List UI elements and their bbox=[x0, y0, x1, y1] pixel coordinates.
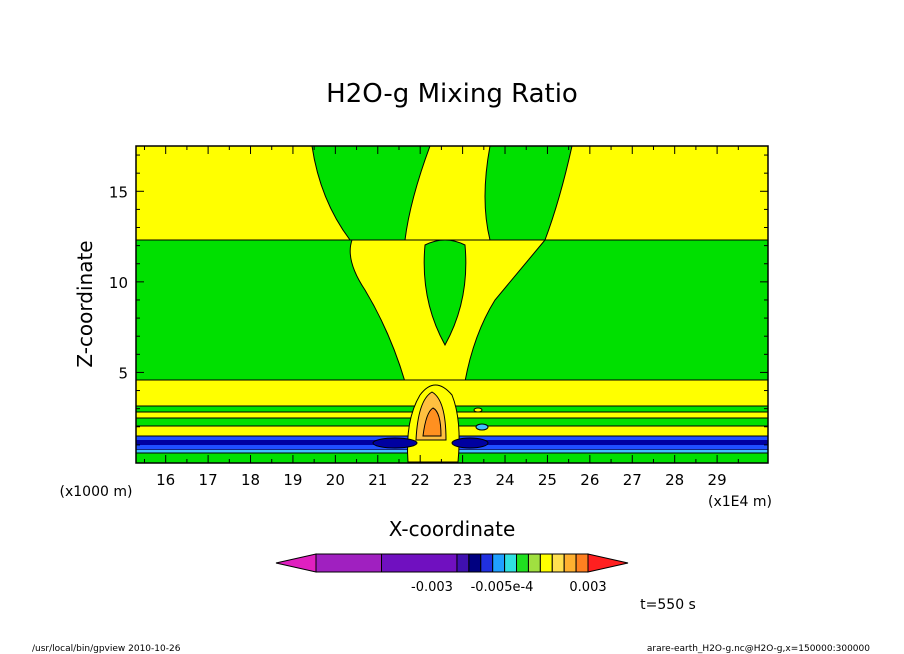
chart-title: H2O-g Mixing Ratio bbox=[326, 79, 578, 109]
x-axis: 16 17 18 19 20 21 22 23 24 25 26 27 28 29 bbox=[143, 146, 739, 489]
colorbar-swatch bbox=[575, 553, 589, 573]
footer-left: /usr/local/bin/gpview 2010-10-26 bbox=[32, 644, 181, 654]
x-tick-label: 26 bbox=[580, 471, 599, 489]
y-axis-label: Z-coordinate bbox=[73, 240, 97, 367]
colorbar-swatch bbox=[563, 553, 577, 573]
footer-right: arare-earth_H2O-g.nc@H2O-g,x=150000:3000… bbox=[647, 644, 870, 654]
x-tick-label: 22 bbox=[411, 471, 430, 489]
x-axis-label: X-coordinate bbox=[389, 517, 516, 541]
upper-yellow-band bbox=[136, 146, 768, 241]
left-blue-blob bbox=[372, 437, 418, 449]
x-tick-label: 23 bbox=[453, 471, 472, 489]
x-tick-label: 24 bbox=[495, 471, 514, 489]
small-yellow-blob bbox=[473, 407, 483, 413]
x-tick-label: 16 bbox=[156, 471, 175, 489]
x-tick-label: 29 bbox=[708, 471, 727, 489]
x-tick-label: 21 bbox=[368, 471, 387, 489]
x-tick-label: 27 bbox=[623, 471, 642, 489]
y-tick-label: 15 bbox=[109, 183, 128, 201]
time-label: t=550 s bbox=[640, 597, 696, 613]
colorbar-swatch bbox=[551, 553, 565, 573]
x-multiplier: (x1E4 m) bbox=[708, 494, 772, 510]
x-tick-label: 20 bbox=[326, 471, 345, 489]
colorbar-label-2: -0.005e-4 bbox=[471, 580, 534, 595]
plume-core bbox=[423, 239, 467, 347]
y-tick-label: 5 bbox=[118, 364, 128, 382]
colorbar-swatch bbox=[539, 553, 553, 573]
colorbar-swatch bbox=[504, 553, 518, 573]
x-tick-label: 28 bbox=[665, 471, 684, 489]
x-tick-label: 19 bbox=[283, 471, 302, 489]
y-axis: 5 10 15 bbox=[109, 154, 768, 446]
plot-area bbox=[136, 146, 768, 463]
colorbar-swatch bbox=[468, 553, 482, 573]
colorbar-swatch bbox=[480, 553, 494, 573]
colorbar-swatch bbox=[381, 553, 458, 573]
x-tick-label: 25 bbox=[538, 471, 557, 489]
small-cyan-blob bbox=[475, 423, 489, 431]
colorbar-swatch bbox=[456, 553, 470, 573]
y-tick-label: 10 bbox=[109, 274, 128, 292]
colorbar bbox=[275, 553, 629, 573]
colorbar-swatch bbox=[527, 553, 541, 573]
convective-cell-core bbox=[422, 407, 442, 437]
x-tick-label: 17 bbox=[199, 471, 218, 489]
plot-frame bbox=[135, 145, 769, 464]
colorbar-label-3: 0.003 bbox=[569, 580, 606, 595]
y-multiplier: (x1000 m) bbox=[60, 484, 133, 500]
x-tick-label: 18 bbox=[241, 471, 260, 489]
colorbar-min-arrow bbox=[275, 553, 317, 573]
colorbar-label-1: -0.003 bbox=[411, 580, 453, 595]
colorbar-swatch bbox=[315, 553, 383, 573]
colorbar-max-arrow bbox=[587, 553, 629, 573]
colorbar-swatch bbox=[516, 553, 529, 573]
colorbar-swatch bbox=[492, 553, 506, 573]
right-blue-blob bbox=[451, 437, 489, 449]
